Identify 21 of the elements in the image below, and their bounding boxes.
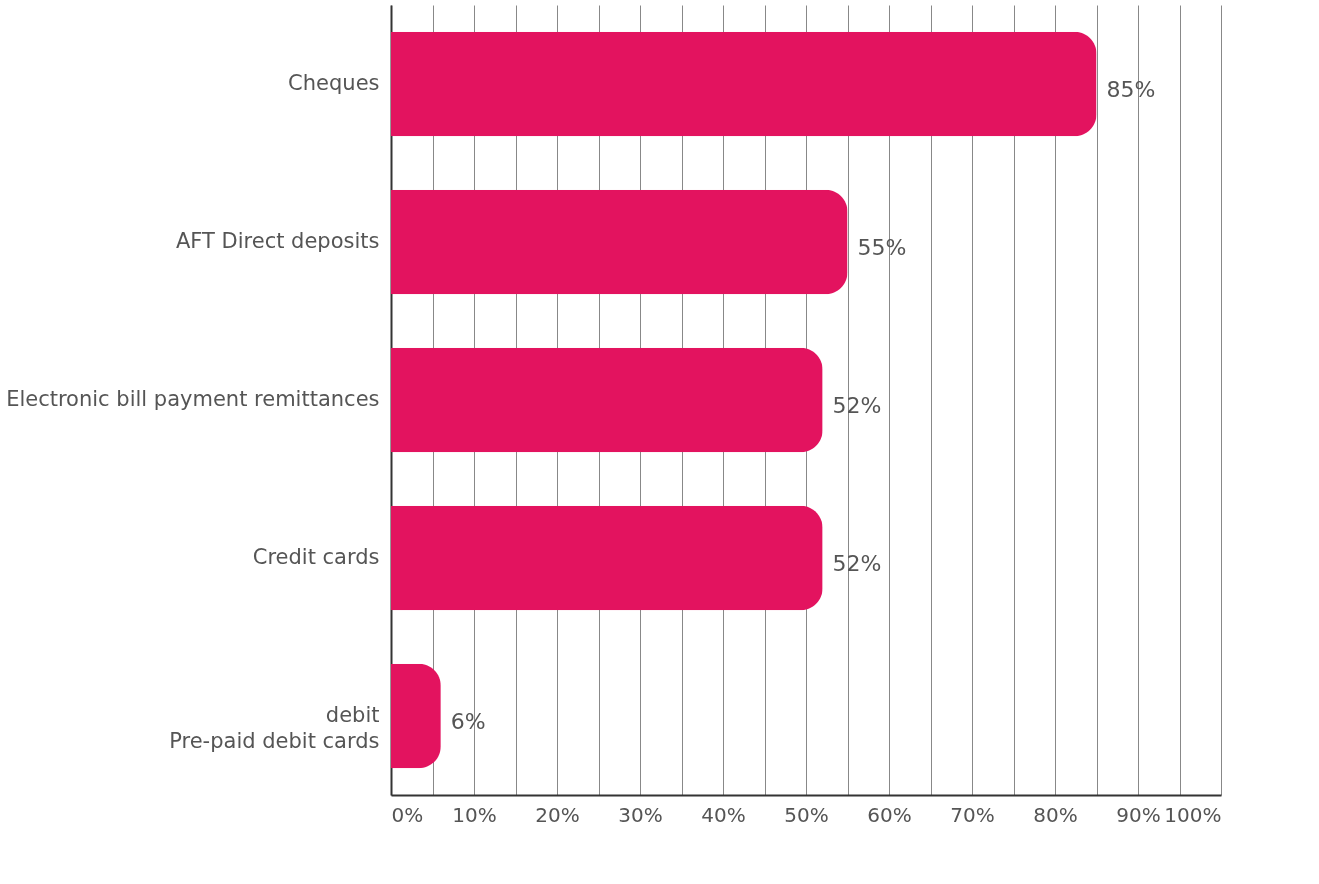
y-tick-label: Electronic bill payment remittances bbox=[6, 387, 380, 411]
y-tick-label: AFT Direct deposits bbox=[175, 229, 380, 253]
bar bbox=[391, 31, 1097, 137]
x-tick-label: 90% bbox=[1116, 802, 1161, 827]
x-tick-label: 10% bbox=[452, 802, 497, 827]
bar bbox=[391, 505, 823, 611]
x-tick-label: 80% bbox=[1033, 802, 1078, 827]
bar bbox=[391, 663, 441, 769]
x-tick-label: 100% bbox=[1164, 802, 1222, 827]
bar bbox=[391, 189, 848, 295]
x-tick-label: 50% bbox=[784, 802, 829, 827]
x-tick-label: 0% bbox=[391, 802, 424, 827]
x-tick-label: 60% bbox=[867, 802, 912, 827]
x-tick-label: 70% bbox=[950, 802, 995, 827]
y-tick-label: debit Pre-paid debit cards bbox=[169, 703, 380, 753]
bar bbox=[391, 347, 823, 453]
x-tick-label: 30% bbox=[618, 802, 663, 827]
y-tick-label: Credit cards bbox=[252, 545, 380, 569]
x-tick-label: 40% bbox=[701, 802, 746, 827]
y-tick-label: Cheques bbox=[288, 71, 380, 95]
x-tick-label: 20% bbox=[535, 802, 580, 827]
